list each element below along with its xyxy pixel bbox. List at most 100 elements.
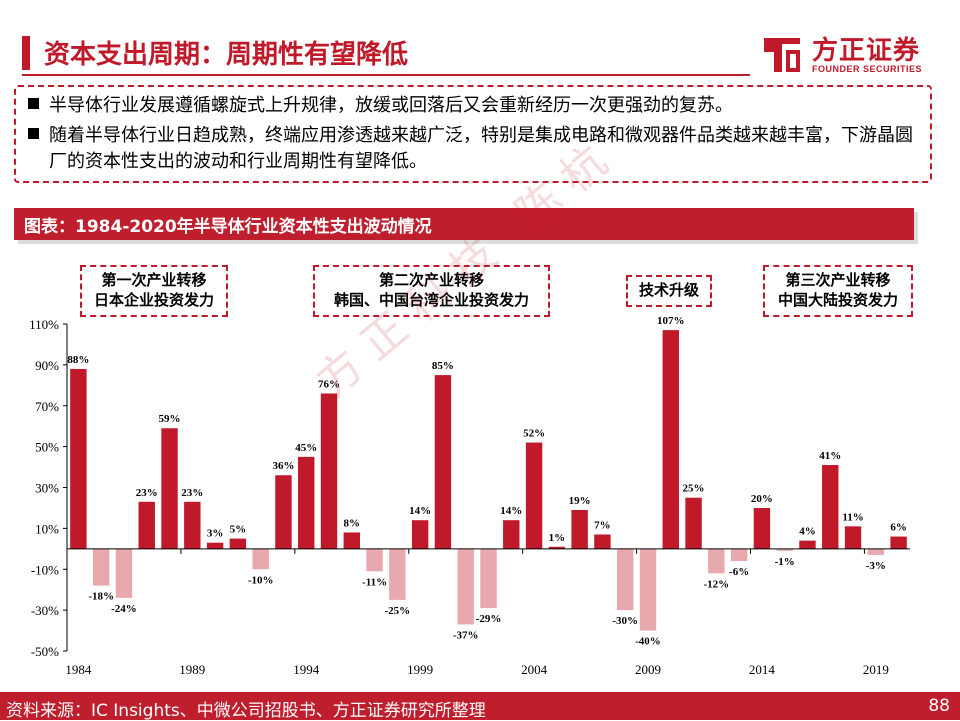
data-label: 23% — [136, 487, 158, 499]
data-bar — [252, 548, 269, 570]
chart-header-title: 图表：1984-2020年半导体行业资本性支出波动情况 — [24, 217, 432, 237]
data-label: 11% — [842, 511, 863, 523]
data-bar — [890, 536, 907, 549]
data-bar — [229, 538, 247, 549]
data-bar — [753, 507, 771, 549]
data-bar — [366, 548, 383, 572]
data-bar — [115, 548, 133, 598]
data-label: -29% — [476, 613, 502, 625]
data-bar — [275, 475, 292, 549]
data-label: 88% — [67, 354, 89, 366]
data-label: -37% — [453, 629, 479, 641]
data-bar — [70, 368, 87, 549]
data-label: 3% — [207, 528, 224, 540]
x-tick-label: 2019 — [863, 662, 889, 677]
data-bar — [776, 548, 793, 551]
data-label: 76% — [318, 378, 340, 390]
bullet-text: 随着半导体行业日趋成熟，终端应用渗透越来越广泛，特别是集成电路和微观器件品类越来… — [49, 125, 913, 172]
data-label: 85% — [432, 360, 454, 372]
data-label: 25% — [683, 483, 705, 495]
data-bar — [617, 548, 634, 611]
data-bar — [503, 520, 520, 549]
x-tick-label: 1989 — [179, 662, 205, 677]
note-line1: 第三次产业转移 — [785, 271, 891, 289]
y-tick-label: 90% — [35, 358, 59, 373]
y-tick-label: 50% — [35, 440, 59, 455]
chart-header — [14, 208, 914, 240]
data-bar — [480, 548, 497, 609]
data-bar — [867, 548, 885, 555]
y-tick-label: 30% — [35, 481, 59, 496]
data-bar — [548, 546, 566, 549]
data-label: -3% — [866, 560, 886, 572]
data-label: 8% — [344, 517, 361, 529]
data-label: 41% — [819, 450, 841, 462]
data-label: 4% — [799, 526, 816, 538]
data-label: 6% — [890, 522, 907, 534]
data-label: -1% — [775, 556, 795, 568]
data-bar — [434, 375, 452, 549]
data-label: 7% — [594, 520, 611, 532]
note-third-transfer: 第三次产业转移 中国大陆投资发力 — [763, 265, 913, 317]
data-bar — [571, 509, 588, 549]
footer-source: 资料来源：IC Insights、中微公司招股书、方正证券研究所整理 — [6, 701, 486, 721]
note-tech-upgrade: 技术升级 — [626, 275, 712, 307]
data-label: -25% — [385, 605, 411, 617]
data-bar — [844, 526, 862, 549]
data-bar — [206, 542, 224, 549]
data-bar — [457, 548, 474, 625]
data-bar — [184, 501, 201, 549]
title-accent-bar — [22, 36, 30, 70]
note-first-transfer: 第一次产业转移 日本企业投资发力 — [80, 265, 228, 317]
data-bar — [822, 465, 839, 549]
bullet-item: 半导体行业发展遵循螺旋式上升规律，放缓或回落后又会重新经历一次更强劲的复苏。 — [28, 93, 918, 119]
data-label: 23% — [181, 487, 203, 499]
data-bar — [343, 532, 360, 549]
bullet-text: 半导体行业发展遵循螺旋式上升规律，放缓或回落后又会重新经历一次更强劲的复苏。 — [49, 95, 733, 116]
data-label: -10% — [248, 574, 274, 586]
y-tick-label: 10% — [35, 521, 59, 536]
title-underline — [22, 74, 750, 76]
data-label: 14% — [409, 505, 431, 517]
data-bar — [685, 497, 702, 549]
note-line2: 中国大陆投资发力 — [777, 291, 898, 309]
note-line1: 第二次产业转移 — [378, 271, 484, 289]
data-label: 20% — [751, 493, 773, 505]
note-second-transfer: 第二次产业转移 韩国、中国台湾企业投资发力 — [313, 265, 550, 317]
data-bar — [161, 428, 178, 549]
data-bar — [138, 501, 155, 549]
data-label: -40% — [635, 636, 661, 648]
y-tick-label: -30% — [31, 603, 59, 618]
x-tick-label: 1994 — [293, 662, 320, 677]
y-tick-label: -50% — [31, 644, 59, 659]
page-title: 资本支出周期：周期性有望降低 — [44, 40, 409, 70]
data-label: 1% — [549, 532, 566, 544]
data-bar — [708, 548, 725, 574]
data-label: 19% — [569, 495, 591, 507]
page-number: 88 — [928, 696, 950, 716]
data-bar — [662, 330, 679, 549]
data-bar — [411, 520, 429, 549]
data-label: -30% — [612, 615, 638, 627]
summary-box: 半导体行业发展遵循螺旋式上升规律，放缓或回落后又会重新经历一次更强劲的复苏。 随… — [14, 85, 932, 183]
data-label: 36% — [272, 460, 294, 472]
data-label: 5% — [230, 524, 247, 536]
data-label: -6% — [729, 566, 749, 578]
x-tick-label: 2009 — [635, 662, 661, 677]
data-label: 52% — [523, 428, 545, 440]
data-bar — [525, 442, 543, 549]
data-bar — [320, 393, 338, 549]
note-line2: 韩国、中国台湾企业投资发力 — [333, 291, 529, 309]
data-bar — [799, 540, 816, 549]
note-line1: 技术升级 — [638, 281, 699, 299]
y-tick-label: -10% — [31, 562, 59, 577]
y-tick-label: 110% — [29, 317, 59, 332]
bullet-item: 随着半导体行业日趋成熟，终端应用渗透越来越广泛，特别是集成电路和微观器件品类越来… — [28, 123, 918, 175]
data-label: -12% — [704, 578, 730, 590]
x-tick-label: 2014 — [749, 662, 776, 677]
logo-text-cn: 方正证券 — [812, 36, 921, 66]
square-bullet-icon — [28, 98, 39, 109]
x-tick-label: 2004 — [521, 662, 548, 677]
data-label: 107% — [657, 315, 685, 327]
founder-logo-icon — [764, 38, 800, 72]
